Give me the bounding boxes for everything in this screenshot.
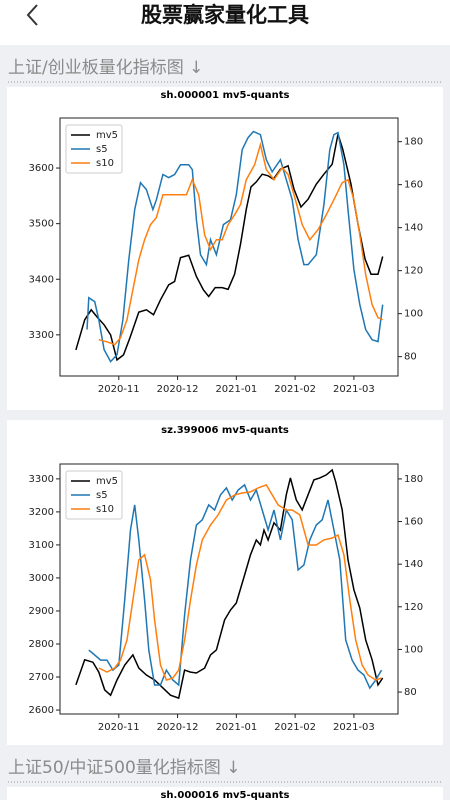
x-tick-label: 2021-01	[215, 384, 257, 395]
plot-frame	[59, 117, 399, 377]
y2-tick-label: 80	[404, 352, 417, 363]
legend-label: s5	[96, 144, 108, 155]
y2-tick-label: 140	[404, 559, 423, 570]
y2-tick-label: 120	[404, 602, 423, 613]
y-tick-label: 2700	[29, 672, 54, 683]
header-title: 股票赢家量化工具	[141, 3, 309, 27]
y-tick-label: 2600	[29, 705, 54, 716]
legend-label: mv5	[96, 476, 118, 487]
y-tick-label: 3500	[29, 219, 54, 230]
legend-label: s10	[96, 504, 114, 515]
series-line	[88, 483, 383, 690]
y2-tick-label: 120	[404, 266, 423, 277]
legend-box	[65, 124, 123, 174]
y2-tick-label: 180	[404, 474, 423, 485]
chart-panel	[7, 420, 443, 745]
chart-title: sh.000016 mv5-quants	[160, 790, 289, 800]
x-tick-label: 2020-11	[98, 384, 140, 395]
y2-tick-label: 160	[404, 180, 423, 191]
y-tick-label: 3600	[29, 163, 54, 174]
y2-tick-label: 160	[404, 517, 423, 528]
legend-label: s10	[96, 158, 114, 169]
x-tick-label: 2020-12	[157, 384, 199, 395]
y2-tick-label: 100	[404, 644, 423, 655]
series-line	[75, 133, 384, 362]
y-tick-label: 3300	[29, 330, 54, 341]
series-line	[98, 483, 382, 682]
y-tick-label: 3000	[29, 573, 54, 584]
series-line	[75, 468, 384, 700]
x-tick-label: 2021-03	[333, 384, 375, 395]
y2-tick-label: 100	[404, 309, 423, 320]
section-heading: 上证/创业板量化指标图 ↓	[8, 58, 203, 78]
chart-title: sh.000001 mv5-quants	[160, 90, 289, 101]
legend-box	[65, 470, 123, 520]
y-tick-label: 3200	[29, 507, 54, 518]
header-bar	[0, 0, 450, 45]
y-tick-label: 2800	[29, 639, 54, 650]
y-tick-label: 3300	[29, 474, 54, 485]
section-heading: 上证50/中证500量化指标图 ↓	[8, 758, 240, 778]
y2-tick-label: 80	[404, 687, 417, 698]
x-tick-label: 2021-01	[215, 722, 257, 733]
plot-frame	[59, 463, 399, 715]
legend-label: s5	[96, 490, 108, 501]
chart-title: sz.399006 mv5-quants	[161, 425, 289, 436]
y2-tick-label: 180	[404, 137, 423, 148]
legend-label: mv5	[96, 130, 118, 141]
series-line	[98, 141, 383, 346]
x-tick-label: 2020-11	[98, 722, 140, 733]
y-tick-label: 3100	[29, 540, 54, 551]
y-tick-label: 3400	[29, 274, 54, 285]
chart-panel	[7, 787, 443, 800]
x-tick-label: 2021-02	[274, 384, 316, 395]
x-tick-label: 2021-03	[333, 722, 375, 733]
y2-tick-label: 140	[404, 223, 423, 234]
x-tick-label: 2020-12	[157, 722, 199, 733]
y-tick-label: 2900	[29, 606, 54, 617]
back-button[interactable]	[26, 4, 38, 26]
x-tick-label: 2021-02	[274, 722, 316, 733]
